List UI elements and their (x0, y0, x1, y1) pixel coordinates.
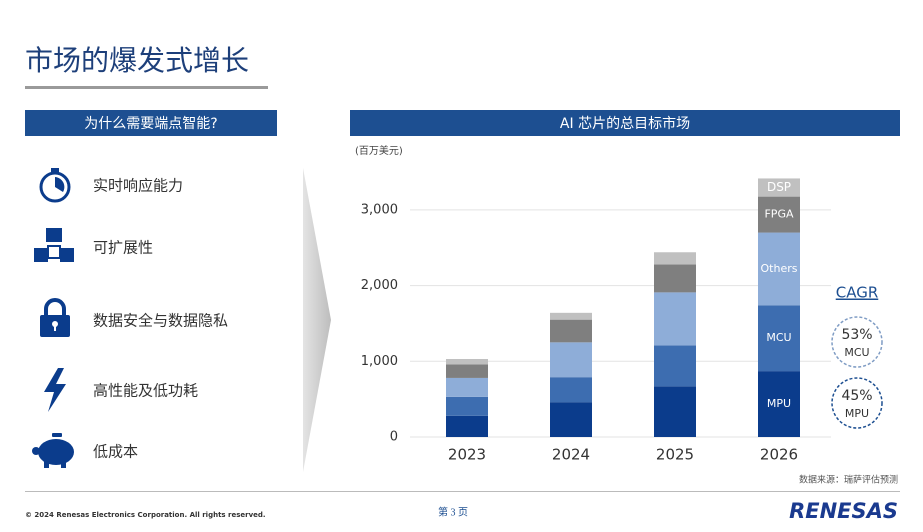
piggy-icon (32, 433, 74, 468)
bar-segment (758, 178, 800, 197)
cagr-name: MPU (845, 407, 869, 420)
bar-segment (654, 252, 696, 265)
page-number: 第 3 页 (438, 505, 468, 518)
bar-segment (654, 386, 696, 437)
source: 数据来源：瑞萨评估预测 (799, 474, 898, 486)
segment-label: Others (761, 262, 798, 275)
left-header: 为什么需要端点智能? (84, 116, 217, 132)
slide-title: 市场的爆发式增长 (25, 44, 249, 77)
cagr-circle (831, 377, 883, 429)
logo: RENESAS (789, 499, 898, 523)
segment-label: FPGA (764, 208, 793, 221)
plot: 0 1,000 2,000 3,000 2023 2024 2025 2026 MPU MCU Ot… (361, 178, 831, 464)
bar-segment (446, 415, 488, 437)
cagr-value: 45% (841, 388, 872, 404)
chart-title: AI 芯片的总目标市场 (560, 115, 690, 132)
bar-segment (758, 371, 800, 437)
bar-segment (446, 377, 488, 397)
title-underline (25, 86, 268, 89)
bar-segment (654, 345, 696, 387)
x-tick-label: 2026 (760, 446, 798, 464)
segment-label: MPU (767, 397, 791, 410)
right-header-bg (350, 110, 900, 136)
x-tick-label: 2025 (656, 446, 694, 464)
y-tick-label: 1,000 (361, 354, 398, 369)
left-header-bg (25, 110, 277, 136)
bar-segment (550, 402, 592, 437)
unit-label: (百万美元) (355, 144, 403, 157)
footer-line (25, 491, 900, 492)
bar-segment (550, 312, 592, 320)
segment-label: MCU (766, 331, 791, 344)
lightning-icon (44, 368, 66, 412)
cagr-name: MCU (844, 346, 869, 359)
cagr-value: 53% (841, 327, 872, 343)
bar-segment (446, 359, 488, 365)
bar-segment (654, 264, 696, 293)
y-tick-label: 0 (390, 430, 398, 445)
item: 数据安全与数据隐私 (93, 312, 228, 330)
cagr-label: CAGR (836, 284, 879, 302)
bar-segment (550, 342, 592, 378)
stopwatch-icon (39, 168, 71, 203)
item: 实时响应能力 (93, 177, 183, 195)
bar-segment (446, 396, 488, 416)
item: 低成本 (93, 443, 138, 461)
bar-segment (654, 292, 696, 346)
y-tick-label: 2,000 (361, 278, 398, 293)
cubes-icon (34, 228, 74, 262)
x-tick-label: 2024 (552, 446, 590, 464)
bar-segment (758, 196, 800, 233)
segment-label: DSP (767, 180, 791, 194)
chevron (303, 168, 331, 472)
x-tick-label: 2023 (448, 446, 486, 464)
bar-segment (446, 364, 488, 378)
cagr-circle (831, 316, 883, 368)
bar-segment (550, 377, 592, 403)
bar-segment (758, 232, 800, 306)
icons (32, 168, 74, 468)
y-tick-label: 3,000 (361, 202, 398, 217)
bar-segment (758, 305, 800, 372)
item: 高性能及低功耗 (93, 382, 198, 400)
footer: © 2024 Renesas Electronics Corporation. … (25, 511, 266, 519)
lock-icon (40, 298, 70, 337)
bar-segment (550, 319, 592, 343)
item: 可扩展性 (93, 239, 153, 257)
